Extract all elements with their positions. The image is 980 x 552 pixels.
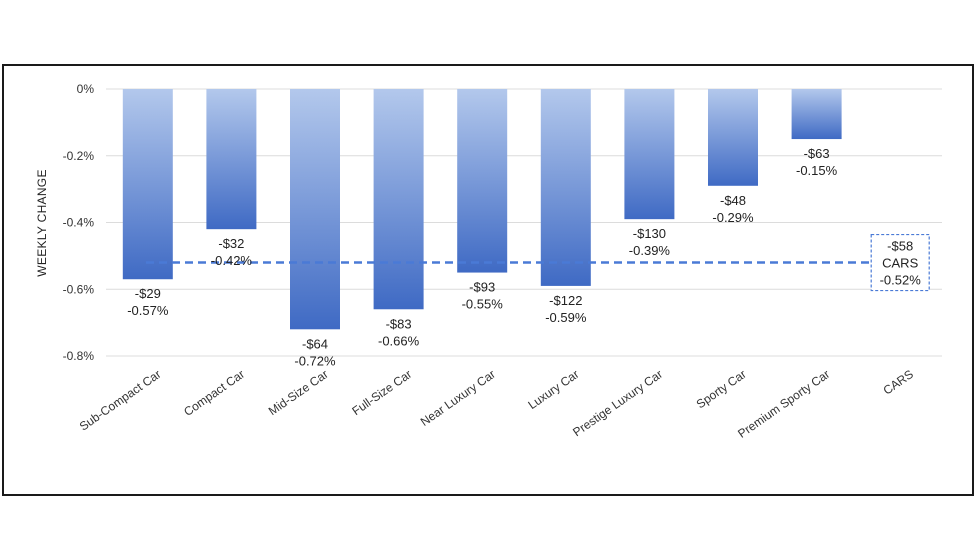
category-label: Compact Car [181, 367, 247, 419]
bar-dollar-label: -$29 [135, 286, 161, 301]
bar-percent-label: -0.59% [545, 310, 587, 325]
bar-percent-label: -0.72% [294, 353, 336, 368]
bar [373, 89, 424, 310]
category-label: CARS [881, 367, 916, 398]
bar [540, 89, 591, 286]
bar-percent-label: -0.39% [629, 243, 671, 258]
bar [206, 89, 257, 230]
bar [791, 89, 842, 140]
category-label: Luxury Car [525, 367, 581, 412]
bar [624, 89, 675, 220]
bar [122, 89, 173, 280]
bar-percent-label: -0.66% [378, 333, 420, 348]
y-axis-ticks: 0% -0.2% -0.4% -0.6% -0.8% [63, 82, 95, 363]
category-label: Mid-Size Car [266, 367, 331, 418]
y-tick-label: -0.8% [63, 349, 95, 363]
y-tick-label: 0% [77, 82, 95, 96]
category-label: Near Luxury Car [418, 367, 498, 429]
bar-percent-label: -0.29% [712, 210, 754, 225]
x-axis-categories: Sub-Compact Car Compact Car Mid-Size Car Fu… [77, 367, 916, 441]
bar-dollar-label: -$130 [633, 226, 666, 241]
bar-dollar-label: -$63 [804, 146, 830, 161]
bar-dollar-label: -$83 [386, 316, 412, 331]
bar-dollar-label: -$122 [549, 293, 582, 308]
bars [122, 89, 842, 330]
bar-dollar-label: -$32 [218, 236, 244, 251]
bar-dollar-label: -$64 [302, 336, 328, 351]
y-tick-label: -0.6% [63, 282, 95, 296]
bar-dollar-label: -$48 [720, 193, 746, 208]
category-label: Sub-Compact Car [77, 367, 164, 434]
bar [708, 89, 758, 186]
category-label: Prestige Luxury Car [570, 367, 665, 439]
bar [290, 89, 340, 330]
bar-percent-label: -0.57% [127, 303, 169, 318]
data-labels: -$29 -0.57% -$32 -0.42% -$64 -0.72% -$83 -0.66%… [127, 146, 837, 368]
bar-percent-label: -0.42% [211, 253, 253, 268]
category-label: Sporty Car [694, 367, 749, 411]
reference-percent-label: -0.52% [880, 273, 922, 288]
bar [457, 89, 508, 273]
reference-name-label: CARS [882, 256, 918, 271]
category-label: Full-Size Car [349, 367, 414, 418]
bar-percent-label: -0.55% [462, 297, 504, 312]
bar-dollar-label: -$93 [469, 280, 495, 295]
reference-dollar-label: -$58 [887, 239, 913, 254]
bar-percent-label: -0.15% [796, 163, 838, 178]
reference-line-group: -$58 CARS -0.52% [146, 233, 930, 292]
y-tick-label: -0.4% [63, 216, 95, 230]
y-tick-label: -0.2% [63, 149, 95, 163]
reference-label-box [870, 233, 930, 292]
y-axis-label: WEEKLY CHANGE [35, 169, 49, 276]
category-label: Premium Sporty Car [735, 367, 832, 441]
